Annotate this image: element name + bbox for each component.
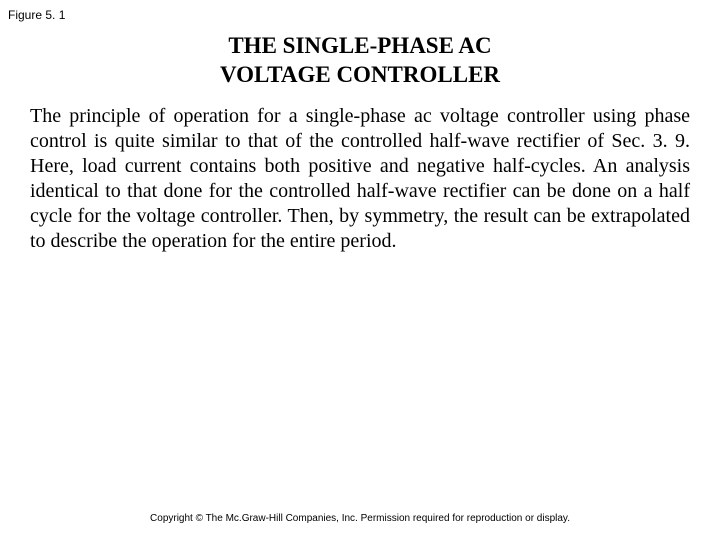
body-paragraph: The principle of operation for a single-… <box>30 104 690 254</box>
copyright-notice: Copyright © The Mc.Graw-Hill Companies, … <box>0 513 720 524</box>
title-line-1: THE SINGLE-PHASE AC <box>228 33 491 58</box>
page-title: THE SINGLE-PHASE AC VOLTAGE CONTROLLER <box>30 32 690 90</box>
content-area: THE SINGLE-PHASE AC VOLTAGE CONTROLLER T… <box>30 32 690 254</box>
figure-label: Figure 5. 1 <box>8 8 65 22</box>
title-line-2: VOLTAGE CONTROLLER <box>220 62 500 87</box>
